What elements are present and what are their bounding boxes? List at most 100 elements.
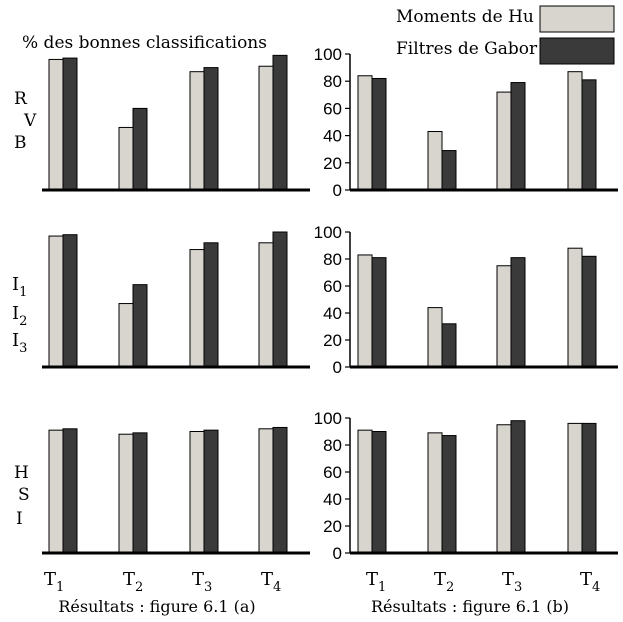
bar-t2-hu [427, 131, 443, 191]
caption-b: Résultats : figure 6.1 (b) [371, 597, 569, 616]
bar-t3-hu [189, 71, 205, 191]
bar-chart-b-hsi: 0 20 40 60 80 100 [314, 409, 618, 563]
bar-t2-gabor [132, 432, 148, 554]
bar-t2-hu [427, 432, 443, 554]
bar-t3-gabor [510, 257, 526, 368]
bar-t1-gabor [371, 431, 387, 554]
row-label-i2: I2 [12, 303, 27, 329]
bar-t2-gabor [441, 150, 457, 191]
caption-a: Résultats : figure 6.1 (a) [58, 597, 255, 616]
bar-chart-b-rvb: 0 20 40 60 80 100 [314, 45, 618, 200]
y-tick-label: 80 [323, 250, 342, 269]
row-label-letter: H [14, 463, 29, 483]
row-label-letter: S [18, 485, 30, 505]
y-tick-label: 20 [323, 154, 342, 173]
bar-t4-hu [258, 65, 274, 191]
bar-t1-hu [357, 254, 373, 368]
bar-t4-gabor [581, 422, 597, 554]
row-label-i1i2i3: I1 I2 I3 [12, 274, 27, 356]
y-tick-label: 60 [323, 463, 342, 482]
bar-t3-gabor [510, 82, 526, 191]
bar-t4-gabor [272, 426, 288, 554]
row-label-i3: I3 [12, 330, 27, 356]
bar-t1-gabor [62, 234, 78, 368]
row-label-letter: V [23, 111, 37, 131]
bar-t2-hu [118, 126, 134, 191]
bar-chart-a-i1i2i3 [42, 231, 310, 369]
bar-t1-gabor [371, 77, 387, 191]
bar-t2-hu [118, 303, 134, 368]
legend-swatch-hu [539, 5, 615, 33]
row-label-letter: R [14, 89, 28, 109]
bar-t3-hu [496, 265, 512, 368]
bar-t1-hu [48, 235, 64, 368]
row-label-letter: B [14, 133, 27, 153]
y-tick-label: 0 [333, 358, 342, 377]
row-label-hsi: H S I [14, 463, 30, 529]
y-tick-label: 0 [333, 181, 342, 200]
y-tick-label: 80 [323, 72, 342, 91]
bar-t3-gabor [510, 420, 526, 554]
legend-label-hu: Moments de Hu [396, 7, 534, 27]
bar-t1-hu [48, 429, 64, 554]
y-tick-label: 40 [323, 304, 342, 323]
y-tick-label: 60 [323, 99, 342, 118]
bar-t4-gabor [581, 79, 597, 191]
y-tick-label: 0 [333, 544, 342, 563]
y-tick-label: 20 [323, 331, 342, 350]
x-label-t2: T2 [123, 569, 143, 595]
x-labels-left: T1 T2 T3 T4 [44, 569, 281, 595]
bar-t4-hu [567, 422, 583, 554]
bar-t3-hu [496, 424, 512, 554]
y-tick-label: 100 [314, 409, 342, 428]
y-tick-label: 60 [323, 277, 342, 296]
bar-t2-gabor [132, 107, 148, 191]
bar-t4-gabor [272, 54, 288, 191]
bar-t4-gabor [581, 255, 597, 368]
bar-t3-gabor [203, 429, 219, 554]
legend-swatch-gabor [539, 37, 615, 65]
bar-t3-hu [496, 91, 512, 191]
bar-t3-hu [189, 249, 205, 368]
bar-t2-hu [427, 307, 443, 368]
y-tick-label: 20 [323, 517, 342, 536]
row-label-rvb: R V B [14, 89, 37, 153]
bar-t4-hu [258, 428, 274, 554]
y-axis-title: % des bonnes classifications [22, 33, 267, 53]
bar-chart-a-rvb [42, 54, 310, 192]
bar-chart-b-i1i2i3: 0 20 40 60 80 100 [314, 223, 618, 377]
x-label-t4: T4 [580, 569, 600, 595]
row-label-letter: I [16, 509, 23, 529]
y-tick-label: 80 [323, 436, 342, 455]
bar-t4-hu [567, 71, 583, 191]
y-tick-label: 40 [323, 490, 342, 509]
bar-t1-hu [357, 75, 373, 191]
bar-t3-gabor [203, 242, 219, 368]
bar-t4-gabor [272, 231, 288, 368]
y-tick-label: 40 [323, 127, 342, 146]
bar-t1-gabor [62, 57, 78, 191]
x-label-t4: T4 [261, 569, 281, 595]
bar-t1-gabor [62, 428, 78, 554]
row-label-i1: I1 [12, 274, 27, 300]
legend: Moments de Hu Filtres de Gabor [396, 5, 615, 65]
y-tick-label: 100 [314, 45, 342, 64]
x-label-t2: T2 [434, 569, 454, 595]
x-labels-right: T1 T2 T3 T4 [366, 569, 600, 595]
bar-t4-hu [258, 242, 274, 368]
bar-chart-a-hsi [42, 426, 310, 555]
bar-t2-gabor [441, 323, 457, 368]
bar-t2-hu [118, 433, 134, 554]
x-label-t3: T3 [192, 569, 212, 595]
bar-t2-gabor [441, 435, 457, 554]
bar-t1-hu [48, 58, 64, 191]
bar-t1-hu [357, 429, 373, 554]
bar-t3-gabor [203, 67, 219, 191]
bar-t4-hu [567, 247, 583, 368]
panels: 0 20 40 60 80 100 0 20 40 60 80 100 0 20 40 60 80 100 [42, 45, 618, 563]
bar-t1-gabor [371, 257, 387, 368]
legend-label-gabor: Filtres de Gabor [396, 39, 538, 59]
x-label-t3: T3 [502, 569, 522, 595]
x-label-t1: T1 [366, 569, 386, 595]
